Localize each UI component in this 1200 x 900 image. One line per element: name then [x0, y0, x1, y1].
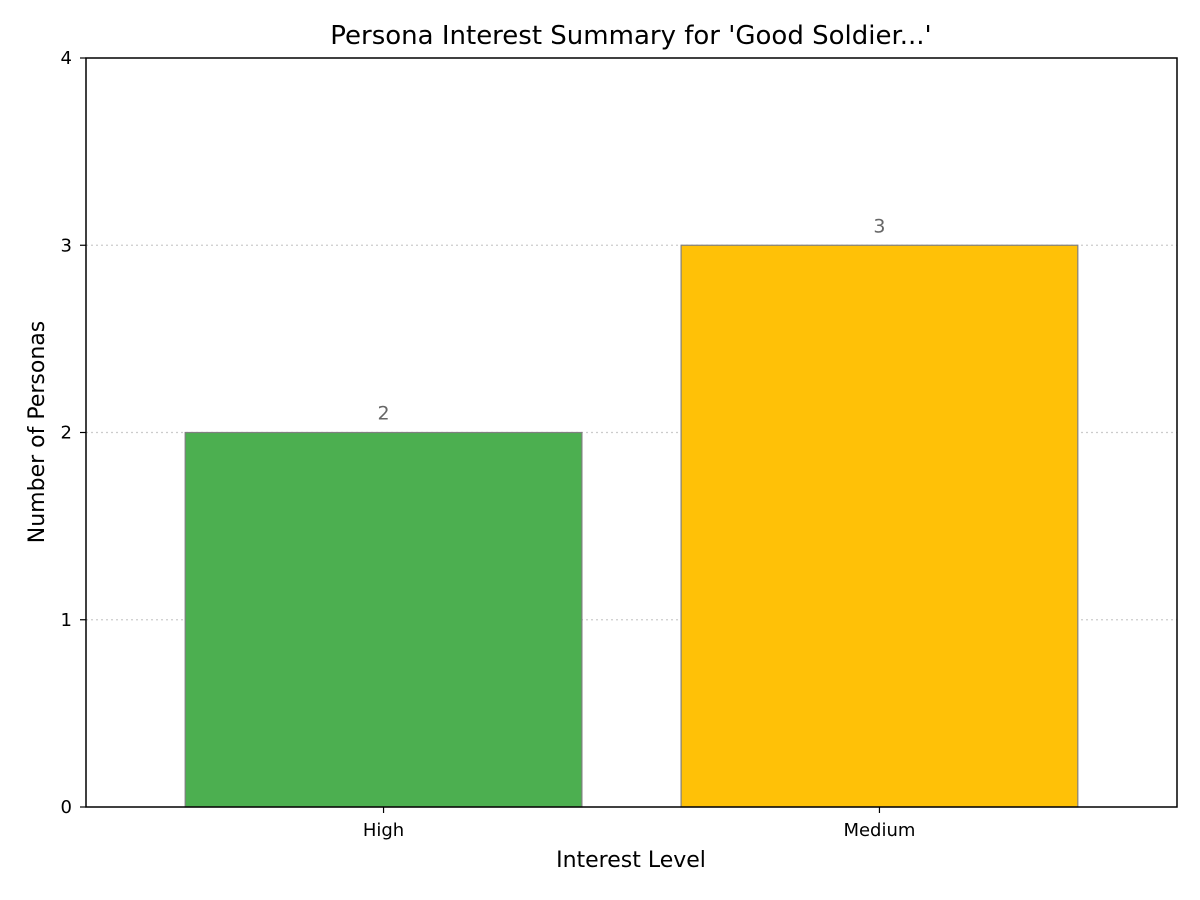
y-tick-label: 3	[61, 235, 72, 256]
x-tick-label: Medium	[843, 820, 915, 841]
bars	[184, 244, 1079, 808]
x-axis: High Medium	[363, 807, 915, 841]
y-tick-label: 1	[61, 610, 72, 631]
bar-value-label: 2	[377, 403, 389, 425]
y-tick-label: 0	[61, 797, 72, 818]
y-tick-label: 2	[61, 423, 72, 444]
y-axis: 0 1 2 3 4	[61, 48, 86, 818]
bar-value-labels: 23	[377, 215, 885, 424]
bar-medium	[680, 244, 1079, 808]
x-axis-title: Interest Level	[556, 848, 706, 873]
x-tick-label: High	[363, 820, 404, 841]
y-axis-title: Number of Personas	[25, 321, 50, 543]
chart-title: Persona Interest Summary for 'Good Soldi…	[330, 21, 931, 51]
y-tick-label: 4	[61, 48, 72, 69]
bar-high	[184, 431, 583, 808]
bar-value-label: 3	[873, 215, 885, 237]
